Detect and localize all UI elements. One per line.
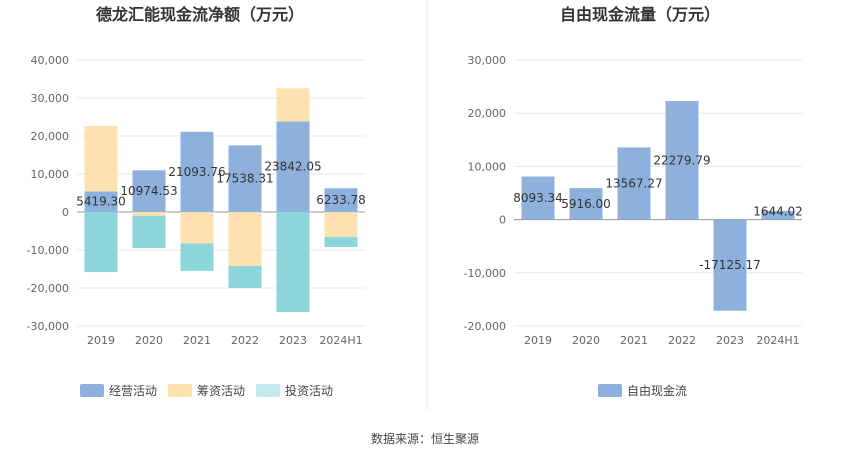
legend-cash-flow: 经营活动 筹资活动 投资活动: [80, 383, 333, 398]
legend-free-cash-flow: 自由现金流: [598, 383, 687, 398]
bar-operating-2019[interactable]: [84, 191, 118, 212]
bar-investing-2022[interactable]: [228, 265, 262, 288]
bar-free_cf-2019[interactable]: [521, 176, 555, 220]
bar-free_cf-2024H1[interactable]: [761, 210, 795, 220]
x-tick-label: 2022: [231, 334, 259, 347]
legend-label-free-cf[interactable]: 自由现金流: [627, 383, 687, 398]
data-label: 8093.34: [513, 191, 563, 205]
bar-operating-2022[interactable]: [228, 145, 262, 212]
legend-label-financing[interactable]: 筹资活动: [197, 384, 245, 398]
x-tick-label: 2019: [87, 334, 115, 347]
y-tick-label: 0: [499, 214, 506, 227]
bar-free_cf-2022[interactable]: [665, 101, 699, 220]
chart-title-cash-flow: 德龙汇能现金流净额（万元）: [96, 5, 304, 24]
data-source-note: 数据来源：恒生聚源: [371, 431, 479, 446]
bar-investing-2019[interactable]: [84, 212, 118, 273]
data-label: 5916.00: [561, 197, 611, 211]
legend-swatch-financing[interactable]: [168, 384, 192, 397]
bar-operating-2021[interactable]: [180, 131, 214, 212]
legend-label-investing[interactable]: 投资活动: [285, 383, 333, 398]
grid-lines-free-cash-flow: -20,000 -10,000 0 10,000 20,000 30,000 2019 202…: [464, 54, 802, 347]
x-tick-label: 2023: [716, 334, 744, 347]
y-tick-label: -10,000: [464, 267, 506, 280]
y-tick-label: 10,000: [31, 168, 70, 181]
grid-lines-cash-flow: -30,000 -20,000 -10,000 0 10,000 20,000 30,000…: [27, 54, 365, 347]
y-tick-label: 0: [62, 206, 69, 219]
data-label: 23842.05: [264, 160, 321, 174]
data-label: 21093.76: [168, 165, 225, 179]
x-tick-label: 2023: [279, 334, 307, 347]
y-tick-label: -20,000: [464, 320, 506, 333]
bar-financing-2021[interactable]: [180, 212, 214, 244]
x-tick-label: 2022: [668, 334, 696, 347]
bar-investing-2024H1[interactable]: [324, 237, 358, 247]
y-tick-label: 40,000: [31, 54, 70, 67]
data-label: 1644.02: [753, 205, 803, 219]
bar-financing-2023[interactable]: [276, 88, 310, 122]
bar-financing-2019[interactable]: [84, 126, 118, 192]
y-tick-label: 30,000: [31, 92, 70, 105]
x-tick-label: 2024H1: [756, 334, 799, 347]
y-tick-label: 20,000: [468, 107, 507, 120]
bars-free-cash-flow: [521, 101, 795, 311]
x-tick-label: 2021: [620, 334, 648, 347]
x-tick-label: 2024H1: [319, 334, 362, 347]
y-tick-label: 30,000: [468, 54, 507, 67]
data-label: -17125.17: [699, 258, 761, 272]
y-tick-label: 10,000: [468, 160, 507, 173]
bar-financing-2020[interactable]: [132, 212, 166, 216]
y-tick-label: -10,000: [27, 244, 69, 257]
bar-financing-2024H1[interactable]: [324, 212, 358, 238]
legend-swatch-operating[interactable]: [80, 384, 104, 397]
bar-free_cf-2020[interactable]: [569, 188, 603, 220]
data-label: 5419.30: [76, 195, 126, 209]
bar-investing-2021[interactable]: [180, 243, 214, 271]
y-tick-label: -20,000: [27, 282, 69, 295]
legend-swatch-investing[interactable]: [256, 384, 280, 397]
bar-free_cf-2023[interactable]: [713, 219, 747, 311]
legend-swatch-free-cf[interactable]: [598, 384, 622, 397]
data-label: 10974.53: [120, 184, 177, 198]
bar-operating-2020[interactable]: [132, 170, 166, 212]
x-tick-label: 2020: [135, 334, 163, 347]
data-label: 13567.27: [605, 177, 662, 191]
legend-label-operating[interactable]: 经营活动: [109, 384, 157, 398]
bars-cash-flow: [84, 88, 358, 312]
bar-operating-2023[interactable]: [276, 121, 310, 212]
data-label: 22279.79: [653, 153, 710, 167]
x-tick-label: 2020: [572, 334, 600, 347]
x-tick-label: 2021: [183, 334, 211, 347]
data-label: 6233.78: [316, 193, 366, 207]
y-tick-label: 20,000: [31, 130, 70, 143]
bar-free_cf-2021[interactable]: [617, 147, 651, 220]
bar-investing-2023[interactable]: [276, 212, 310, 312]
bar-operating-2024H1[interactable]: [324, 188, 358, 212]
data-label: 17538.31: [216, 172, 273, 186]
chart-title-free-cash-flow: 自由现金流量（万元）: [560, 5, 720, 24]
y-tick-label: -30,000: [27, 320, 69, 333]
x-tick-label: 2019: [524, 334, 552, 347]
bar-financing-2022[interactable]: [228, 212, 262, 266]
bar-investing-2020[interactable]: [132, 215, 166, 249]
